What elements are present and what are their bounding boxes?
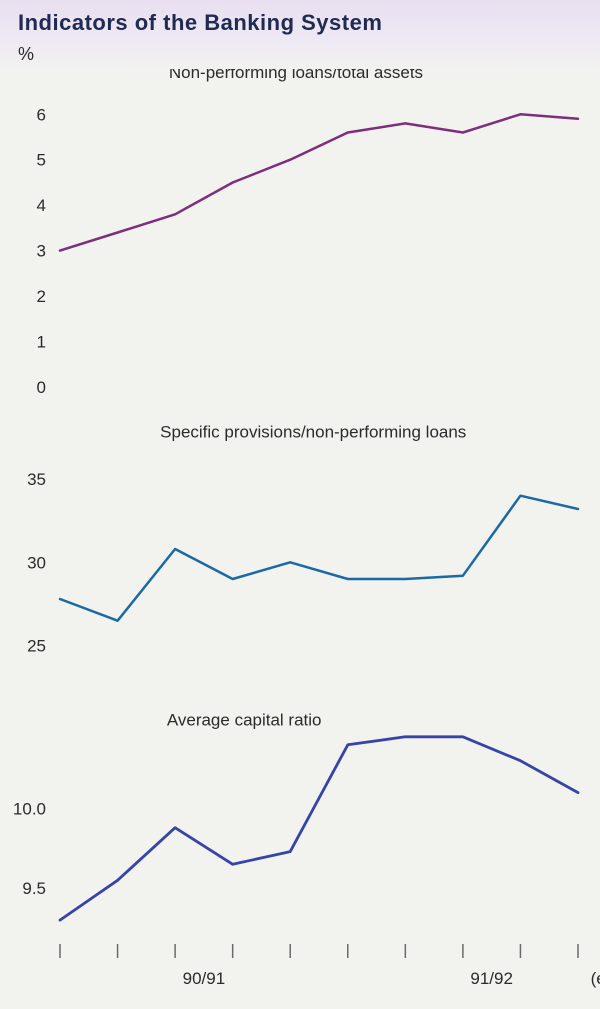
x-axis-label: 90/91	[183, 969, 226, 988]
y-tick-label: 10.0	[13, 800, 46, 819]
panel-provisions-line	[60, 496, 578, 621]
y-tick-label: 25	[27, 637, 46, 656]
y-tick-label: 30	[27, 553, 46, 572]
chart-title: Indicators of the Banking System	[18, 10, 582, 36]
panel-npl-line	[60, 114, 578, 250]
panel-capital-line	[60, 737, 578, 920]
x-axis-label: 91/92	[470, 969, 513, 988]
y-axis-unit: %	[18, 44, 582, 65]
y-tick-label: 9.5	[22, 879, 46, 898]
y-tick-label: 2	[37, 287, 46, 306]
panel-capital-label: Average capital ratio	[167, 711, 322, 730]
x-axis-label: (e)	[591, 969, 600, 988]
y-tick-label: 6	[37, 105, 46, 124]
y-tick-label: 0	[37, 378, 46, 397]
y-tick-label: 3	[37, 242, 46, 261]
y-tick-label: 1	[37, 333, 46, 352]
y-tick-label: 35	[27, 470, 46, 489]
chart-svg: 0 1 2 3 4 5 6 Non-performing loans/total assets…	[0, 69, 600, 1004]
y-tick-label: 5	[37, 151, 46, 170]
chart-header: Indicators of the Banking System %	[0, 0, 600, 69]
panel-provisions-label: Specific provisions/non-performing loans	[160, 422, 466, 441]
panel-npl-label: Non-performing loans/total assets	[169, 69, 423, 82]
y-tick-label: 4	[37, 196, 46, 215]
